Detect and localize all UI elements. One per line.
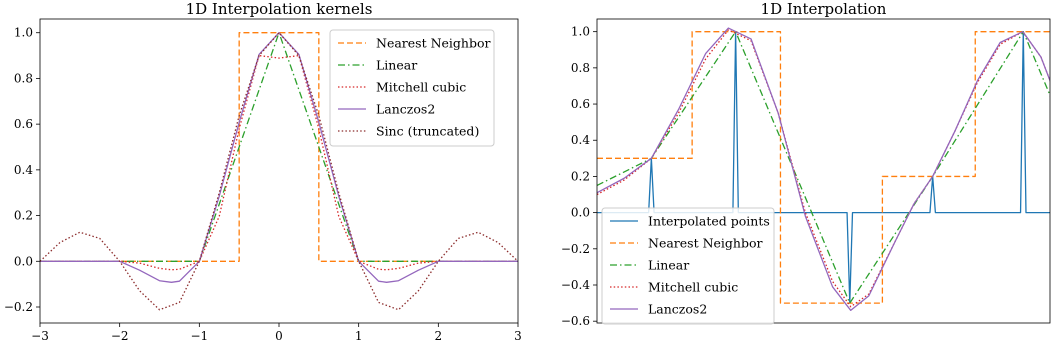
chart-title: 1D Interpolation kernels xyxy=(186,0,373,18)
y-tick-label: 0.4 xyxy=(571,133,590,147)
legend-label: Mitchell cubic xyxy=(648,280,738,295)
legend-label: Linear xyxy=(376,58,417,73)
x-tick-label: 0 xyxy=(275,329,283,343)
chart-title: 1D Interpolation xyxy=(761,0,887,18)
series-line-nearest-neighbor xyxy=(40,32,518,262)
y-tick-label: 0.0 xyxy=(571,206,590,220)
series-line-mitchell-cubic xyxy=(40,54,518,271)
axes-frame xyxy=(39,18,519,324)
legend-label: Linear xyxy=(648,258,689,273)
legend-box xyxy=(601,207,775,325)
legend-label: Sinc (truncated) xyxy=(376,124,479,139)
legend: Nearest Neighbor Linear Mitchell cubic Lanc… xyxy=(329,29,495,147)
legend-label: Nearest Neighbor xyxy=(376,36,490,51)
x-tick-label: 3 xyxy=(514,329,522,343)
x-tick-label: 2 xyxy=(435,329,443,343)
legend: Interpolated points Nearest Neighbor Linea… xyxy=(601,207,775,325)
chart-panel-1: 1D Interpolation kernels −0.2 0.0 0.2 0.4 0.6… xyxy=(4,0,522,343)
legend-box xyxy=(329,29,495,147)
y-tick-label: 0.6 xyxy=(14,117,33,131)
y-tick-label: 0.8 xyxy=(571,61,590,75)
y-tick-label: 0.2 xyxy=(571,169,590,183)
series-line-mitchell-cubic xyxy=(597,29,1050,308)
axes-frame xyxy=(596,18,1051,324)
legend-label: Interpolated points xyxy=(648,214,770,229)
series-line-nearest-neighbor xyxy=(597,31,1050,304)
series-group xyxy=(40,32,518,311)
x-tick-label: −2 xyxy=(111,329,129,343)
y-tick-label: −0.6 xyxy=(561,314,590,328)
series-group xyxy=(597,27,1050,311)
y-tick-label: −0.2 xyxy=(561,242,590,256)
y-tick-label: 0.8 xyxy=(14,71,33,85)
y-tick-label: −0.2 xyxy=(4,300,33,314)
series-line-lanczos2 xyxy=(40,32,518,283)
y-tick-label: 0.2 xyxy=(14,209,33,223)
chart-panel-2: 1D Interpolation −0.6 −0.4 −0.2 0.0 0.2 0.4 0.6… xyxy=(561,0,1051,328)
y-tick-label: 1.0 xyxy=(14,26,33,40)
series-line-lanczos2 xyxy=(597,27,1050,311)
series-line-linear xyxy=(40,32,518,262)
legend-label: Mitchell cubic xyxy=(376,80,466,95)
x-tick-label: 1 xyxy=(355,329,363,343)
x-tick-label: −1 xyxy=(190,329,208,343)
y-tick-label: −0.4 xyxy=(561,278,591,292)
legend-label: Lanczos2 xyxy=(376,102,435,117)
legend-label: Nearest Neighbor xyxy=(648,236,762,251)
y-tick-label: 1.0 xyxy=(571,25,590,39)
legend-label: Lanczos2 xyxy=(648,302,707,317)
series-line-sinc-truncated xyxy=(40,32,518,311)
y-tick-label: 0.6 xyxy=(571,97,590,111)
y-tick-label: 0.4 xyxy=(14,163,33,177)
x-tick-label: −3 xyxy=(31,329,49,343)
y-tick-label: 0.0 xyxy=(14,254,33,268)
